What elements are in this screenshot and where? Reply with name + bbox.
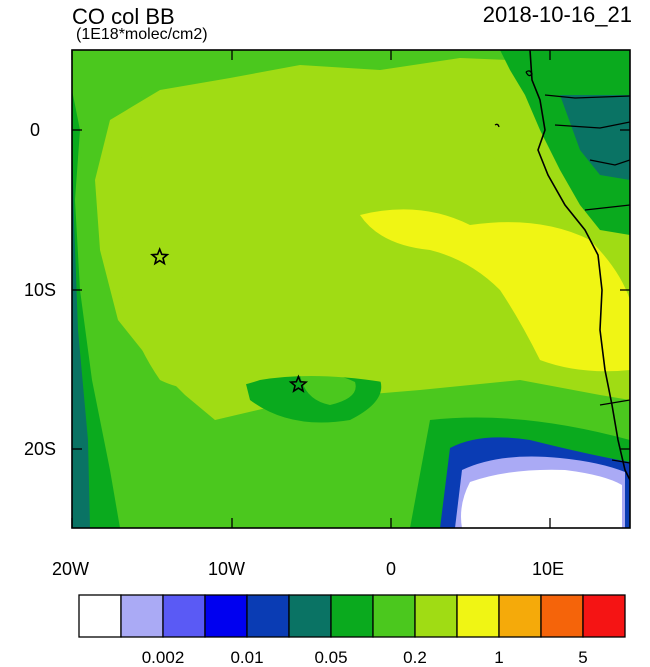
colorbar-label: 5: [578, 648, 588, 667]
y-tick-label-20s: 20S: [24, 439, 57, 459]
y-tick-label-0: 0: [30, 120, 41, 140]
colorbar-swatch: [288, 594, 332, 638]
colorbar-swatch: [162, 594, 206, 638]
y-tick-label-10s: 10S: [24, 280, 57, 300]
colorbar-label: 0.01: [230, 648, 264, 667]
x-tick-label-0: 0: [386, 559, 397, 579]
colorbar-swatch: [246, 594, 290, 638]
map-frame: [71, 49, 631, 529]
colorbar-swatch: [204, 594, 248, 638]
markers-layer: [150, 246, 309, 393]
co-contour-field: [72, 50, 630, 528]
tick-marks: [71, 50, 630, 528]
units-subtitle: (1E18*molec/cm2): [76, 26, 208, 43]
timestamp: 2018-10-16_21: [482, 2, 632, 27]
colorbar-swatch: [498, 594, 542, 638]
star-marker: [150, 246, 170, 266]
colorbar: [78, 594, 626, 638]
star-marker: [288, 374, 309, 393]
colorbar-label: 1: [494, 648, 504, 667]
colorbar-swatch: [78, 594, 122, 638]
colorbar-swatch: [456, 594, 500, 638]
colorbar-label: 0.002: [141, 648, 185, 667]
colorbar-label: 0.05: [314, 648, 348, 667]
variable-title: CO col BB: [72, 4, 175, 29]
x-tick-label-10w: 10W: [208, 559, 246, 579]
colorbar-swatch: [540, 594, 584, 638]
colorbar-swatch: [414, 594, 458, 638]
colorbar-swatch: [120, 594, 164, 638]
colorbar-label: 0.2: [403, 648, 427, 667]
colorbar-swatch: [372, 594, 416, 638]
x-tick-label-20w: 20W: [52, 559, 90, 579]
colorbar-swatch: [582, 594, 626, 638]
x-tick-label-10e: 10E: [532, 559, 565, 579]
colorbar-swatch: [330, 594, 374, 638]
